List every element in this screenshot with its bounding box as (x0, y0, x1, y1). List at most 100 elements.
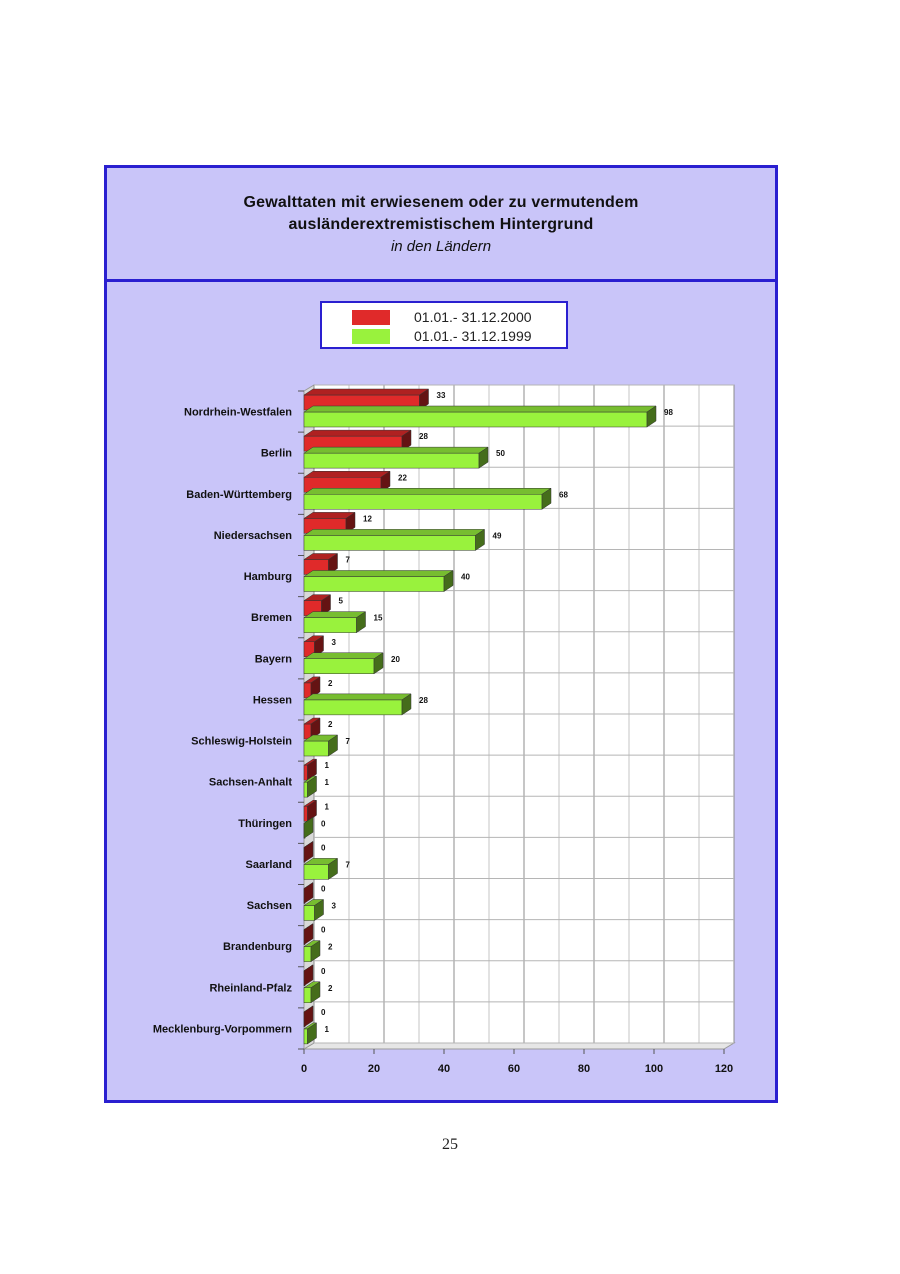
bar-1999-top (303, 693, 412, 701)
legend-entry-1999: 01.01.- 31.12.1999 (352, 327, 532, 345)
value-label-2000: 0 (321, 967, 326, 976)
bar-1999 (303, 987, 312, 1003)
bar-1999 (303, 576, 445, 592)
value-label-1999: 0 (321, 819, 326, 828)
bar-1999 (303, 411, 648, 428)
bar-2000-side (314, 635, 324, 658)
bar-1999-side (328, 857, 338, 880)
legend-swatch-1999 (352, 328, 390, 344)
value-label-2000: 5 (339, 597, 344, 606)
chart-title-line-2: ausländerextremistischem Hintergrund (288, 216, 594, 233)
bar-1999-side (303, 816, 314, 839)
bar-2000-side (303, 964, 314, 987)
bar-2000-side (345, 511, 356, 534)
value-label-2000: 0 (321, 926, 326, 935)
x-tick-label: 100 (645, 1063, 663, 1075)
bar-1999 (303, 452, 480, 469)
bar-2000 (303, 806, 308, 822)
bar-1999-side (307, 1022, 317, 1045)
bar-2000-side (307, 799, 317, 822)
bar-2000-side (419, 388, 429, 411)
value-label-1999: 3 (332, 902, 337, 911)
value-label-1999: 7 (346, 860, 351, 869)
x-tick-label: 40 (438, 1063, 450, 1075)
bar-1999-side (373, 652, 384, 675)
bar-2000-side (303, 1005, 314, 1028)
bar-1999 (303, 535, 476, 551)
category-label: Brandenburg (223, 941, 292, 953)
x-tick-label: 120 (715, 1063, 733, 1075)
bar-1999-side (443, 570, 454, 592)
bar-chart-plot: Nordrhein-Westfalen3398Berlin2850Baden-W… (153, 384, 736, 1075)
bar-1999-side (541, 487, 552, 510)
bar-1999-side (314, 899, 324, 921)
plot-floor (302, 1042, 736, 1050)
category-label: Hessen (253, 694, 292, 706)
bar-1999-top (303, 446, 489, 454)
value-label-1999: 40 (461, 573, 470, 582)
value-label-2000: 22 (398, 473, 407, 482)
chart-title-line-1: Gewalttaten mit erwiesenem oder zu vermu… (243, 194, 639, 211)
bar-2000-top (303, 388, 430, 396)
value-label-2000: 28 (419, 432, 428, 441)
legend: 01.01.- 31.12.2000 01.01.- 31.12.1999 (320, 301, 568, 349)
bar-1999 (303, 699, 403, 716)
value-label-1999: 1 (325, 778, 330, 787)
category-label: Schleswig-Holstein (191, 736, 292, 748)
category-label: Rheinland-Pfalz (209, 982, 292, 994)
legend-label-1999: 01.01.- 31.12.1999 (414, 328, 532, 344)
value-label-2000: 2 (328, 679, 333, 688)
value-label-2000: 3 (332, 638, 337, 647)
x-tick-label: 20 (368, 1063, 380, 1075)
bar-1999-top (303, 570, 454, 577)
bar-2000-side (328, 553, 338, 575)
category-label: Sachsen-Anhalt (209, 777, 292, 789)
bar-1999 (303, 946, 312, 962)
category-label: Saarland (246, 859, 292, 871)
bar-2000-side (303, 882, 314, 904)
value-label-2000: 33 (437, 391, 446, 400)
bar-1999 (303, 494, 543, 510)
bar-1999-side (310, 981, 321, 1004)
bar-1999 (303, 781, 308, 798)
category-label: Hamburg (244, 571, 292, 583)
value-label-2000: 0 (321, 843, 326, 852)
legend-entry-2000: 01.01.- 31.12.2000 (352, 308, 532, 326)
category-label: Bremen (251, 612, 292, 624)
value-label-2000: 1 (325, 761, 330, 770)
bar-1999 (303, 617, 357, 633)
value-label-2000: 2 (328, 720, 333, 729)
bar-1999 (303, 1028, 308, 1045)
value-label-1999: 2 (328, 984, 333, 993)
value-label-1999: 2 (328, 943, 333, 952)
bar-1999-top (303, 611, 367, 618)
legend-label-2000: 01.01.- 31.12.2000 (414, 309, 532, 325)
bar-1999-side (310, 940, 321, 963)
bar-2000-side (307, 758, 317, 781)
category-label: Baden-Württemberg (186, 489, 292, 501)
chart-title-box: Gewalttaten mit erwiesenem oder zu vermu… (107, 168, 775, 282)
bar-1999-side (475, 528, 485, 551)
bar-2000-side (303, 840, 314, 863)
bar-1999 (303, 905, 315, 921)
category-label: Niedersachsen (214, 530, 293, 542)
bar-2000-side (380, 470, 391, 493)
bar-2000-side (303, 923, 314, 946)
bar-1999-side (328, 734, 338, 757)
legend-swatch-2000 (352, 309, 390, 325)
value-label-2000: 7 (346, 556, 351, 565)
value-label-1999: 50 (496, 449, 505, 458)
page-number: 25 (442, 1136, 458, 1153)
chart-frame: Gewalttaten mit erwiesenem oder zu vermu… (104, 165, 778, 1103)
bar-1999-top (303, 529, 486, 536)
value-label-1999: 1 (325, 1025, 330, 1034)
value-label-1999: 7 (346, 737, 351, 746)
x-tick-label: 60 (508, 1063, 520, 1075)
category-label: Mecklenburg-Vorpommern (153, 1023, 292, 1035)
category-label: Thüringen (238, 818, 292, 830)
value-label-1999: 15 (374, 614, 383, 623)
category-label: Nordrhein-Westfalen (184, 407, 292, 419)
bar-1999-top (303, 405, 657, 413)
bar-2000-side (401, 429, 412, 452)
category-label: Sachsen (247, 900, 293, 912)
